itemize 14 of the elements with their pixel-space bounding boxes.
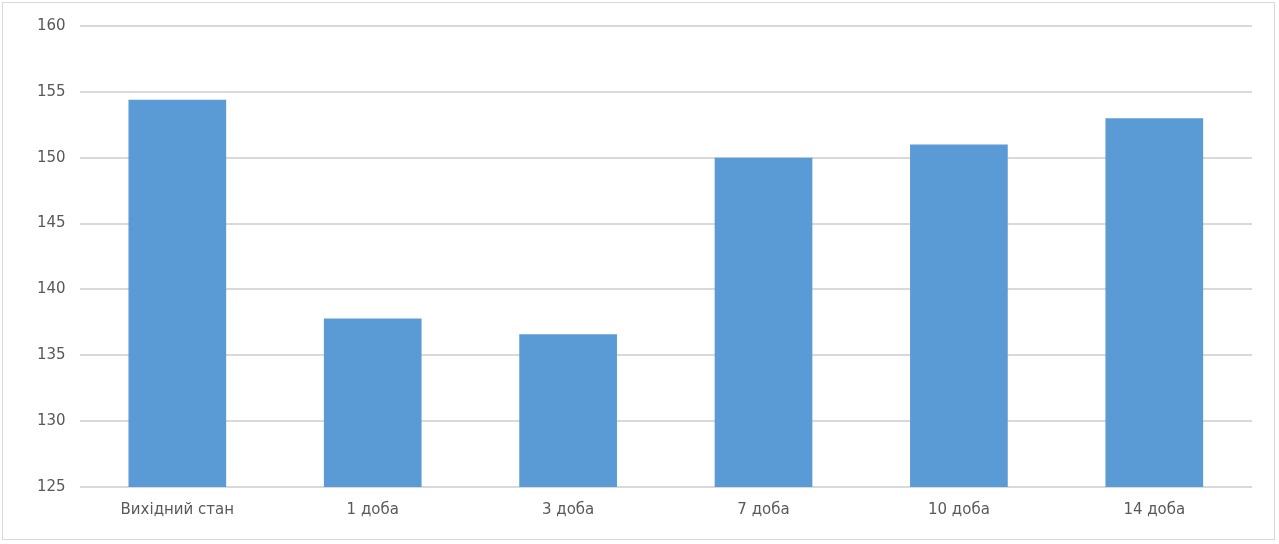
- y-tick-label: 135: [36, 345, 66, 364]
- y-tick-label: 140: [36, 279, 66, 298]
- y-tick-label: 160: [36, 15, 66, 34]
- x-tick-label: 3 доба: [541, 499, 595, 518]
- y-tick-label: 155: [36, 81, 66, 100]
- x-tick-label: 1 доба: [346, 499, 399, 518]
- x-tick-label: 14 доба: [1123, 499, 1186, 518]
- x-tick-label: 7 доба: [737, 499, 790, 518]
- x-tick-label: 10 доба: [927, 499, 990, 518]
- y-tick-label: 130: [36, 411, 66, 430]
- x-tick-label: Вихідний стан: [120, 499, 235, 518]
- y-tick-label: 150: [36, 147, 66, 166]
- y-tick-label: 145: [36, 213, 66, 232]
- y-tick-label: 125: [36, 476, 66, 495]
